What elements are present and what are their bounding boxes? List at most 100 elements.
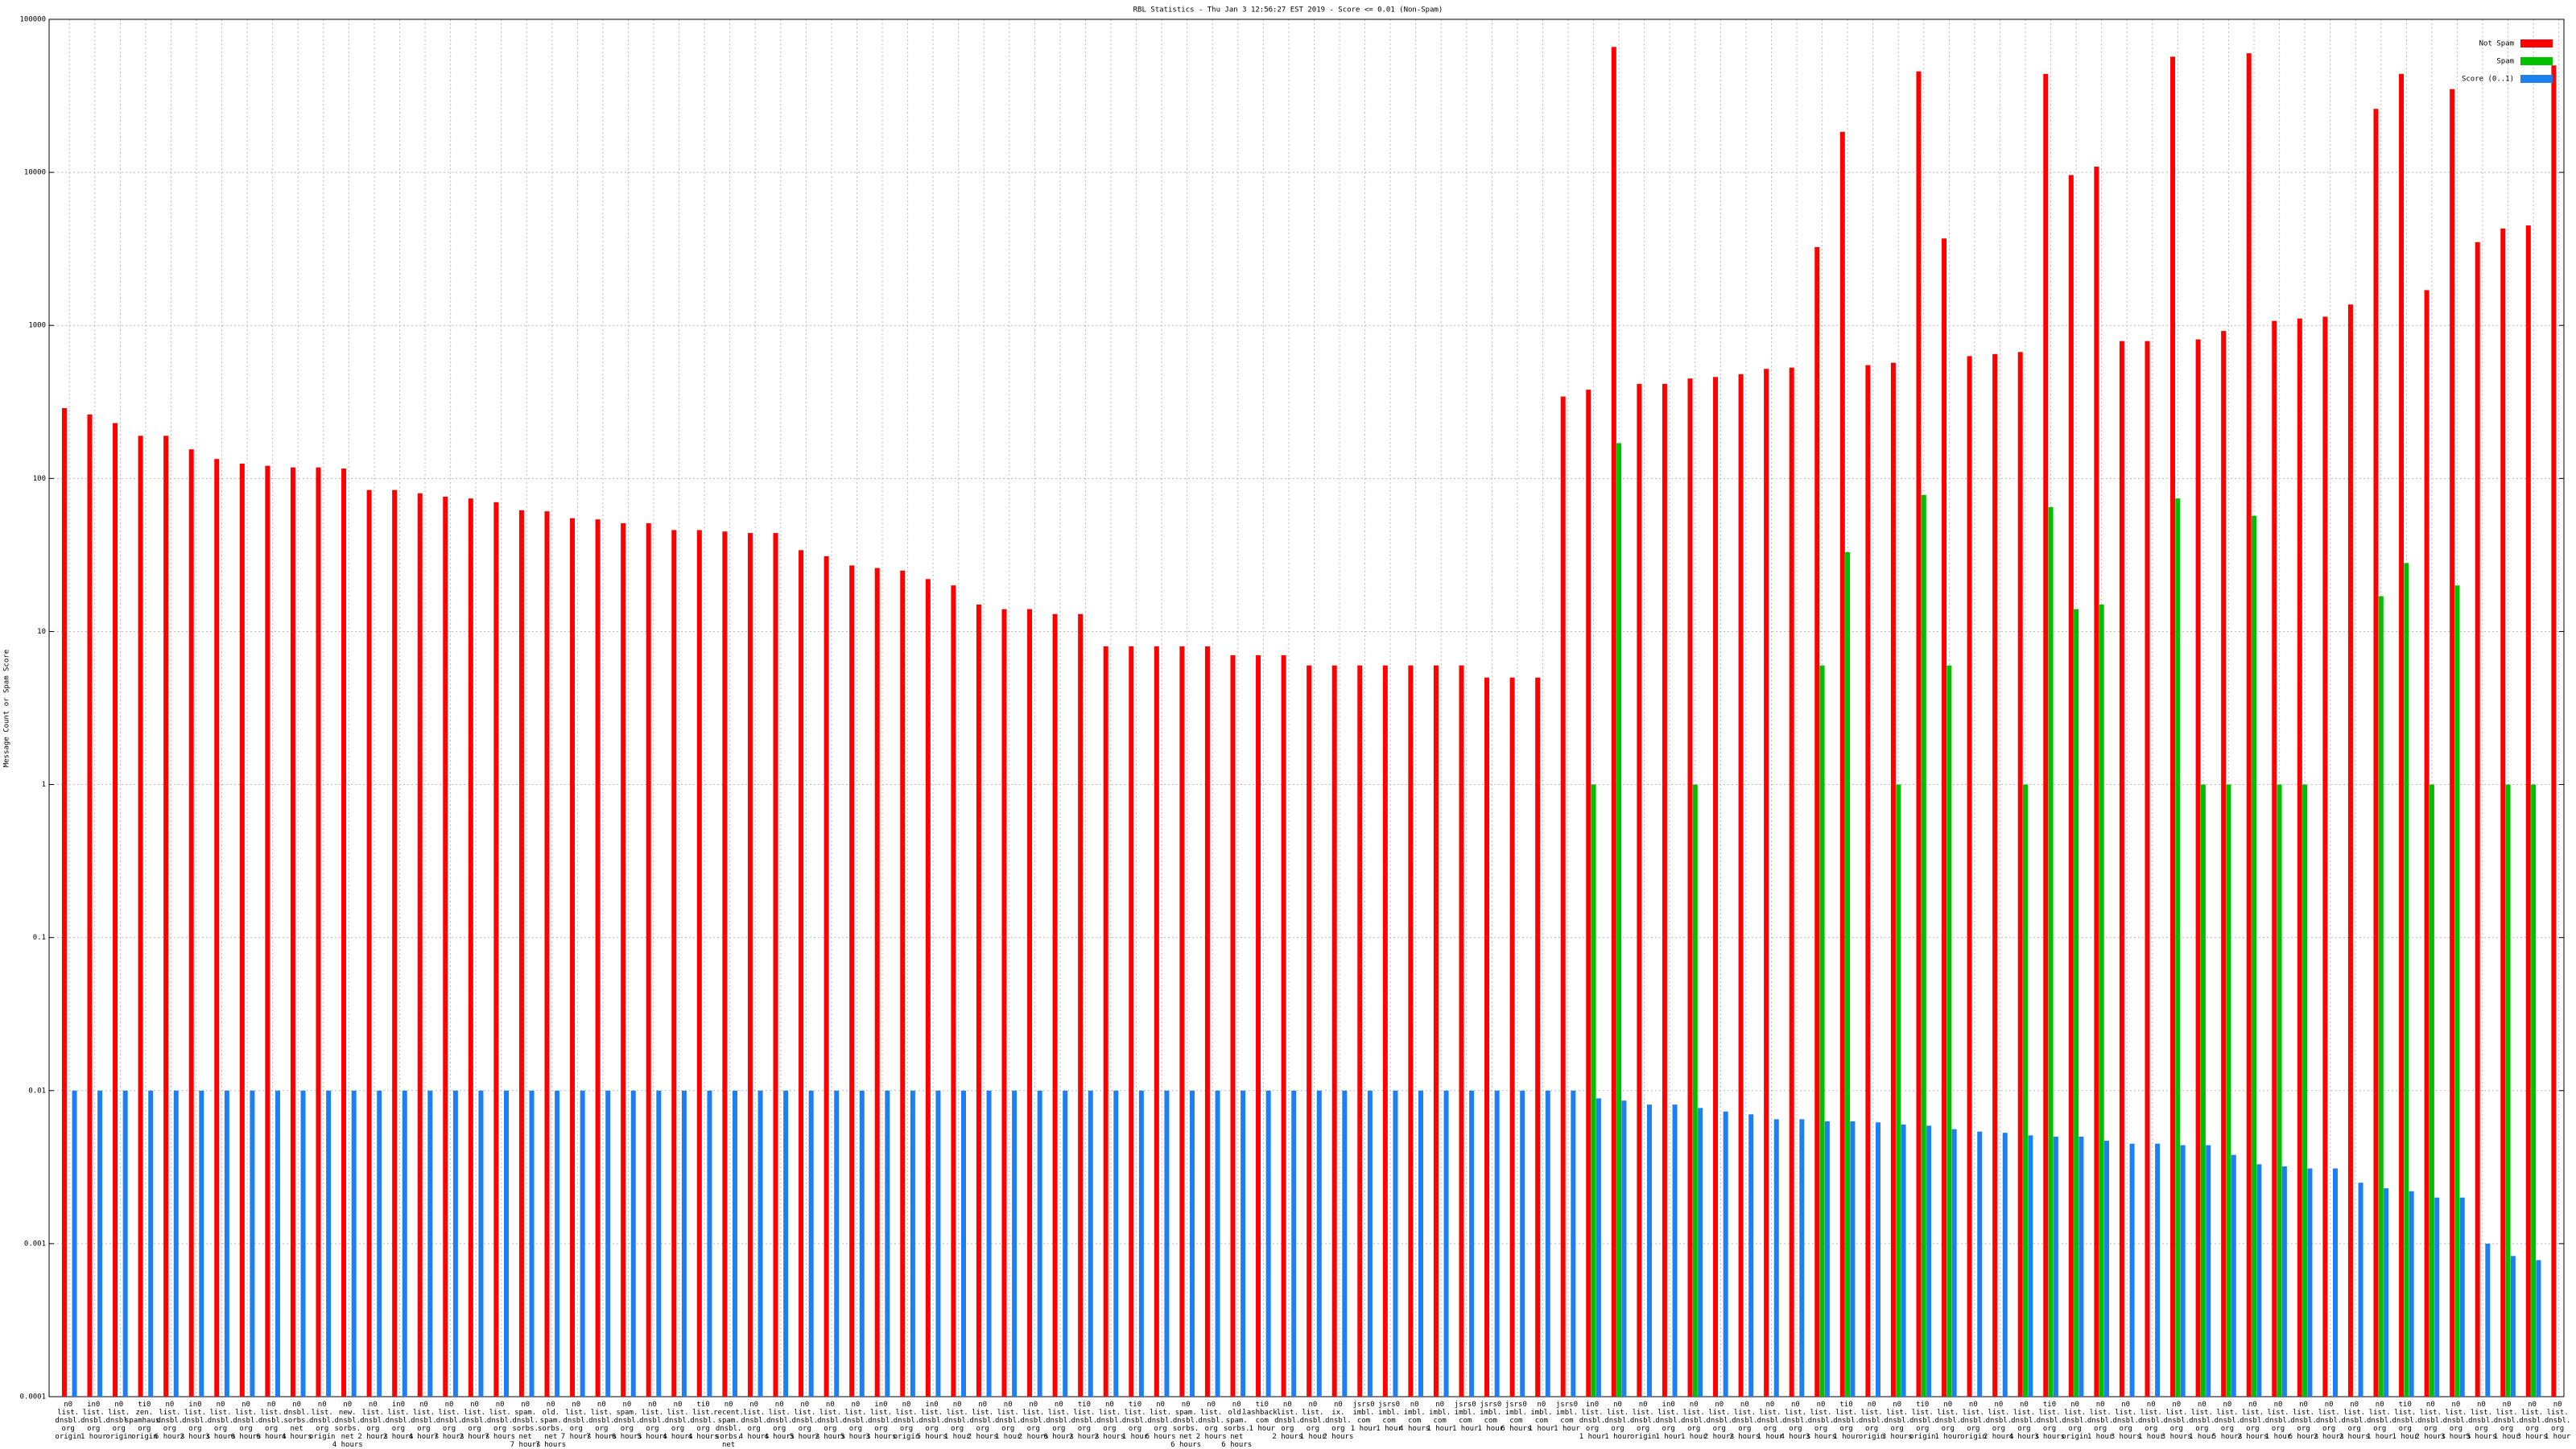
x-tick-label: n0 list. dnsbl. org 2 hours bbox=[2237, 1401, 2268, 1441]
bar bbox=[824, 556, 829, 1397]
bar bbox=[1230, 654, 1236, 1397]
bar bbox=[1509, 677, 1515, 1397]
bar bbox=[478, 1090, 484, 1397]
bar bbox=[2028, 1135, 2033, 1397]
bar bbox=[138, 436, 143, 1397]
x-tick-label: n0 list. dnsbl. org 7 hours bbox=[586, 1401, 617, 1441]
bar bbox=[2170, 56, 2176, 1397]
y-tick-label: 10 bbox=[37, 628, 46, 636]
bar bbox=[163, 436, 169, 1397]
bar bbox=[1819, 665, 1825, 1397]
x-tick-label: n0 list. dnsbl. org 6 hours bbox=[231, 1401, 262, 1441]
bar bbox=[1469, 1090, 1475, 1397]
bar bbox=[239, 463, 245, 1397]
x-tick-label: ti0 list. dnsbl. org 1 hour bbox=[1833, 1401, 1860, 1441]
bar bbox=[1586, 390, 1591, 1397]
bar bbox=[1967, 356, 1972, 1397]
bar bbox=[1890, 362, 1896, 1397]
bar bbox=[1443, 1090, 1449, 1397]
bar bbox=[1738, 374, 1744, 1397]
bar bbox=[1824, 1121, 1830, 1397]
x-tick-label: n0 old. spam. sorbs. net 6 hours bbox=[1221, 1401, 1252, 1449]
bar bbox=[300, 1090, 306, 1397]
x-tick-label: n0 list. dnsbl. org 1 hour bbox=[995, 1401, 1022, 1441]
bar bbox=[2384, 1188, 2389, 1397]
bar bbox=[1179, 646, 1185, 1397]
bar bbox=[1433, 665, 1439, 1397]
bar bbox=[1946, 665, 1952, 1397]
bar bbox=[2378, 596, 2384, 1397]
bar bbox=[951, 585, 956, 1397]
bar bbox=[1331, 665, 1337, 1397]
bar bbox=[1393, 1090, 1398, 1397]
bar bbox=[2221, 331, 2227, 1397]
bar bbox=[2099, 604, 2104, 1397]
bar bbox=[1256, 654, 1261, 1397]
bar bbox=[681, 1090, 687, 1397]
x-tick-label: n0 list. dnsbl. org 1 hour bbox=[1604, 1401, 1631, 1441]
bar bbox=[1367, 1090, 1373, 1397]
y-tick-label: 10000 bbox=[24, 169, 46, 177]
legend-swatch bbox=[2520, 75, 2553, 83]
x-tick-label: jsrs0 imbl. com 1 hour bbox=[1452, 1401, 1479, 1433]
x-tick-label: n0 list. dnsbl. org 2 hours bbox=[1272, 1401, 1302, 1441]
bar bbox=[1012, 1090, 1018, 1397]
x-tick-label: n0 list. dnsbl. org 7 hours bbox=[434, 1401, 464, 1441]
bar bbox=[2252, 515, 2257, 1397]
bar bbox=[2017, 352, 2023, 1397]
x-tick-label: ti0 list. dnsbl. org 3 hours bbox=[2034, 1401, 2065, 1441]
bar bbox=[2043, 73, 2049, 1397]
bar bbox=[1865, 365, 1871, 1397]
x-tick-label: n0 list. dnsbl. org 3 hours bbox=[1882, 1401, 1913, 1441]
bar bbox=[874, 568, 880, 1397]
bar bbox=[2409, 1191, 2414, 1397]
y-axis-label: Message Count or Spam Score bbox=[3, 650, 11, 767]
bar bbox=[544, 511, 550, 1397]
x-tick-label: jsrs0 imbl. com 1 hour bbox=[1376, 1401, 1402, 1433]
bar bbox=[1814, 246, 1820, 1397]
x-tick-label: n0 list. dnsbl. org 4 hours bbox=[739, 1401, 770, 1441]
bar bbox=[1839, 131, 1845, 1397]
bar bbox=[859, 1090, 865, 1397]
bar bbox=[2307, 1168, 2313, 1397]
bar bbox=[1789, 367, 1794, 1397]
x-tick-label: ti0 list. dnsbl. org origin bbox=[1909, 1401, 1936, 1441]
x-tick-label: n0 list. dnsbl. org 4 hours bbox=[408, 1401, 439, 1441]
chart-title: RBL Statistics - Thu Jan 3 12:56:27 EST … bbox=[1133, 6, 1443, 14]
bar bbox=[1926, 1125, 1932, 1397]
bar bbox=[976, 604, 981, 1397]
bar bbox=[1138, 1090, 1144, 1397]
bar bbox=[366, 489, 372, 1397]
bar bbox=[493, 502, 499, 1397]
bar bbox=[113, 423, 118, 1397]
bar bbox=[87, 414, 93, 1397]
bar bbox=[2347, 304, 2353, 1397]
bar bbox=[1845, 551, 1851, 1397]
bar bbox=[2272, 320, 2277, 1397]
bar bbox=[2002, 1133, 2008, 1397]
x-tick-label: n0 ix. dnsbl. org 2 hours bbox=[1323, 1401, 1353, 1441]
bar bbox=[1494, 1090, 1500, 1397]
bar bbox=[2094, 166, 2099, 1397]
bar bbox=[2129, 1143, 2135, 1397]
bar bbox=[316, 467, 321, 1397]
bar bbox=[1215, 1090, 1220, 1397]
bar bbox=[2551, 65, 2557, 1397]
bar bbox=[849, 565, 855, 1397]
bar bbox=[1560, 396, 1566, 1397]
bar bbox=[2454, 585, 2460, 1397]
x-tick-label: n0 list. dnsbl. org origin bbox=[1960, 1401, 1987, 1441]
y-tick-label: 100 bbox=[33, 475, 46, 483]
bar bbox=[529, 1090, 535, 1397]
bar bbox=[1418, 1090, 1423, 1397]
bar bbox=[1316, 1090, 1322, 1397]
x-tick-label: n0 list. dnsbl. org 1 hour bbox=[2367, 1401, 2393, 1441]
x-tick-label: n0 list. dnsbl. org 6 hours bbox=[1146, 1401, 1176, 1441]
bar bbox=[290, 467, 295, 1397]
bar bbox=[1281, 654, 1286, 1397]
bar bbox=[518, 510, 524, 1397]
y-tick-label: 1000 bbox=[28, 322, 46, 330]
